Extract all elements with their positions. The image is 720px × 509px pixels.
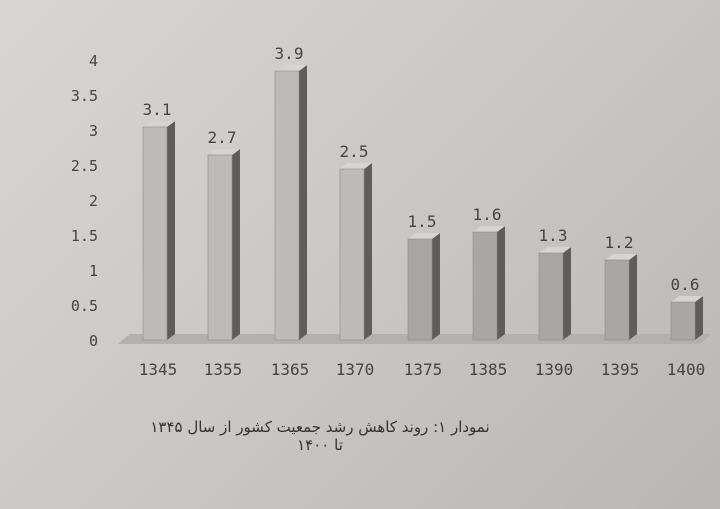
data-label: 1.2	[605, 233, 634, 252]
x-tick-label: 1370	[336, 360, 375, 379]
bar-side	[497, 226, 505, 340]
x-tick-label: 1395	[601, 360, 640, 379]
bar-top	[539, 247, 571, 253]
data-label: 1.6	[473, 205, 502, 224]
bar-side	[167, 121, 175, 340]
data-label: 0.6	[671, 275, 700, 294]
bar-top	[340, 163, 372, 169]
data-label: 3.1	[143, 100, 172, 119]
y-tick-label: 2	[89, 192, 98, 210]
x-tick-label: 1365	[271, 360, 310, 379]
bar-top	[408, 233, 440, 239]
y-tick-label: 4	[89, 52, 98, 70]
x-tick-label: 1345	[139, 360, 178, 379]
bar-side	[232, 149, 240, 340]
bar-side	[695, 296, 703, 340]
bar-side	[299, 65, 307, 340]
chart-caption: نمودار ۱: روند کاهش رشد جمعیت کشور از سا…	[150, 418, 490, 454]
bar	[207, 154, 233, 341]
bar-top	[143, 121, 175, 127]
y-tick-label: 1.5	[71, 227, 98, 245]
bar	[472, 231, 498, 341]
y-tick-label: 2.5	[71, 157, 98, 175]
x-tick-label: 1400	[667, 360, 706, 379]
bar-top	[275, 65, 307, 71]
bar-side	[629, 254, 637, 340]
bar	[670, 301, 696, 341]
data-label: 1.3	[539, 226, 568, 245]
bar	[604, 259, 630, 341]
bar	[339, 168, 365, 341]
x-tick-label: 1385	[469, 360, 508, 379]
bar	[538, 252, 564, 341]
data-label: 3.9	[275, 44, 304, 63]
data-label: 1.5	[408, 212, 437, 231]
bar-side	[563, 247, 571, 340]
bar-side	[364, 163, 372, 340]
bar	[274, 70, 300, 341]
bar	[407, 238, 433, 341]
x-tick-label: 1390	[535, 360, 574, 379]
y-tick-label: 3.5	[71, 87, 98, 105]
bar	[142, 126, 168, 341]
x-tick-label: 1355	[204, 360, 243, 379]
data-label: 2.5	[340, 142, 369, 161]
data-label: 2.7	[208, 128, 237, 147]
bar-top	[605, 254, 637, 260]
y-tick-label: 0	[89, 332, 98, 350]
y-tick-label: 1	[89, 262, 98, 280]
y-tick-label: 0.5	[71, 297, 98, 315]
bar-top	[671, 296, 703, 302]
y-tick-label: 3	[89, 122, 98, 140]
bar-top	[473, 226, 505, 232]
bar-top	[208, 149, 240, 155]
bar-side	[432, 233, 440, 340]
x-tick-label: 1375	[404, 360, 443, 379]
